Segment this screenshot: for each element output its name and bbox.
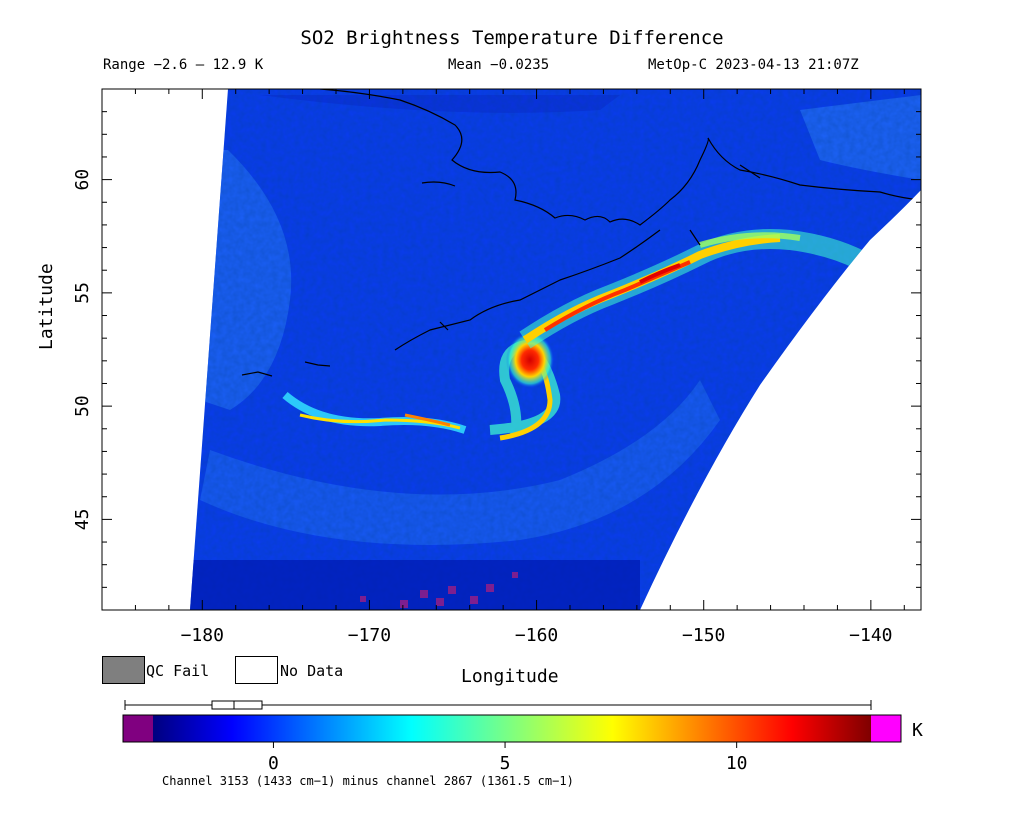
- lat-tick-label: 45: [72, 509, 93, 531]
- lat-tick-label: 55: [72, 282, 93, 304]
- x-axis-label: Longitude: [461, 666, 559, 687]
- lat-tick-label: 60: [72, 169, 93, 191]
- range-readout: Range −2.6 – 12.9 K: [103, 57, 264, 73]
- longitude-axis: −180 −170 −160 −150 −140: [101, 89, 905, 646]
- satellite-time-readout: MetOp-C 2023-04-13 21:07Z: [648, 57, 859, 73]
- qc-fail-label: QC Fail: [146, 662, 210, 680]
- lon-tick-label: −160: [515, 625, 558, 646]
- plot-border: [101, 88, 922, 611]
- y-axis-label: Latitude: [36, 263, 57, 350]
- colorbar-unit: K: [912, 720, 923, 741]
- chart-title: SO2 Brightness Temperature Difference: [300, 27, 724, 49]
- lon-tick-label: −140: [849, 625, 892, 646]
- no-data-label: No Data: [280, 662, 344, 680]
- lon-tick-label: −180: [181, 625, 224, 646]
- qc-fail-swatch: [102, 656, 145, 684]
- mean-readout: Mean −0.0235: [448, 57, 550, 73]
- no-data-swatch: [235, 656, 278, 684]
- latitude-axis: 45 50 55 60: [72, 88, 921, 611]
- lon-tick-label: −150: [682, 625, 725, 646]
- coastline: [241, 89, 921, 377]
- channel-footnote: Channel 3153 (1433 cm−1) minus channel 2…: [162, 774, 574, 788]
- lon-tick-label: −170: [348, 625, 391, 646]
- lat-tick-label: 50: [72, 395, 93, 417]
